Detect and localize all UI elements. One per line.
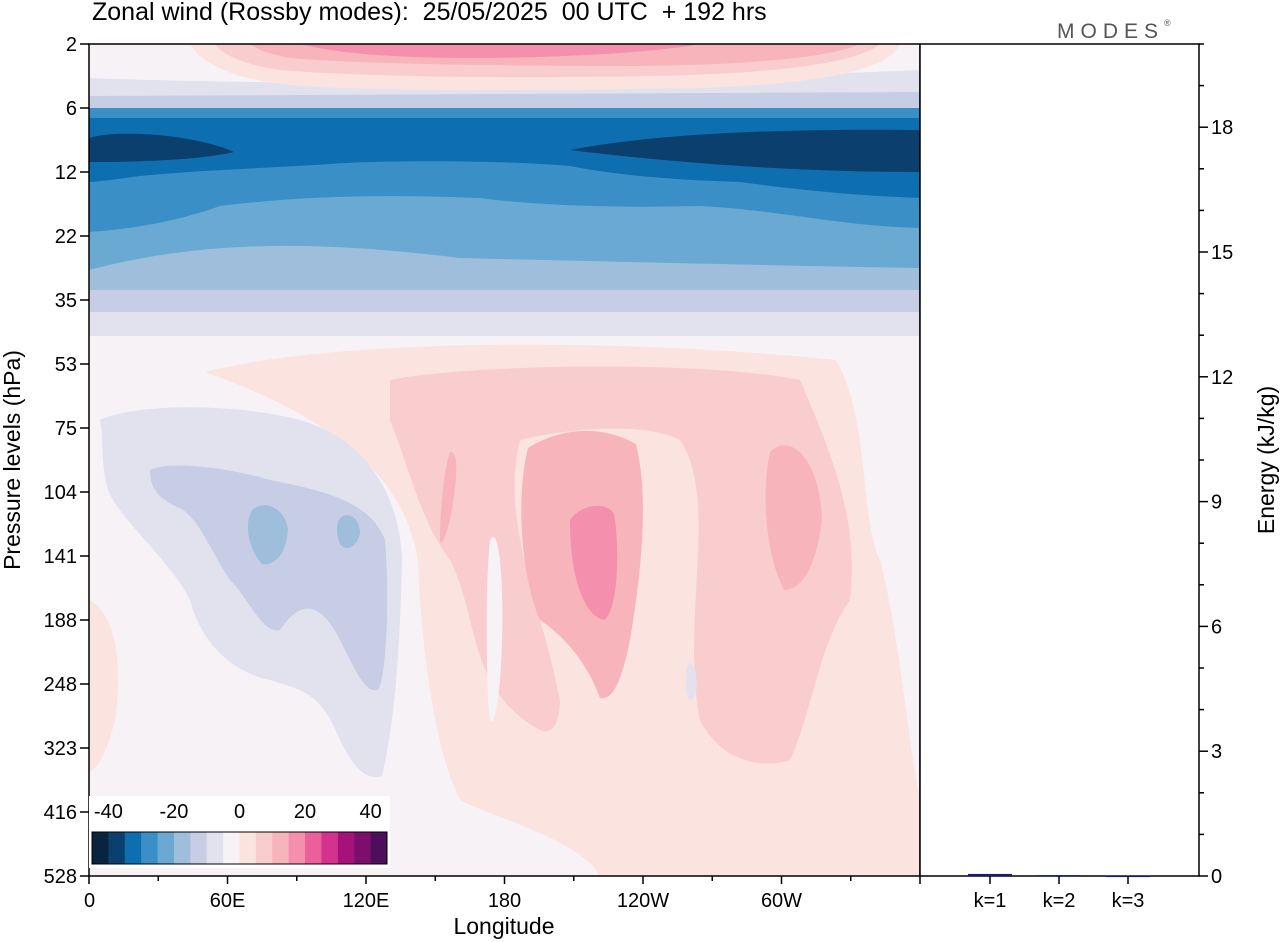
energy-axis-title: Energy (kJ/kg) [1253, 386, 1279, 534]
x-axis-title: Longitude [453, 913, 554, 939]
energy-tick-label: 3 [1211, 741, 1222, 763]
band-easterly-deepest-west [89, 133, 234, 162]
longitude-tick-label: 120W [617, 890, 669, 912]
neutral-filament-dateline [486, 536, 503, 722]
colorbar-label: 0 [234, 801, 245, 823]
registered-mark: ® [1164, 18, 1171, 28]
band-easterly-deepest-east [570, 129, 920, 172]
energy-bars: k=1 k=2 k=3 [968, 873, 1150, 912]
westerly-max-pacific [570, 505, 618, 620]
colorbar: -40 -20 0 20 40 [89, 796, 390, 868]
energy-bar [1037, 875, 1081, 877]
colorbar-swatch [305, 832, 322, 864]
y-axis-title: Pressure levels (hPa) [0, 350, 25, 570]
colorbar-swatch [288, 832, 306, 864]
modes-logo: MODES® [1057, 18, 1171, 44]
upper-westerly-core [300, 44, 700, 58]
colorbar-swatch [370, 832, 388, 864]
pressure-tick-label: 75 [55, 418, 77, 440]
colorbar-swatch [272, 832, 290, 864]
energy-category-label: k=3 [1112, 890, 1145, 912]
colorbar-swatch [173, 832, 191, 864]
pressure-tick-label: 248 [44, 674, 77, 696]
easterly-min-east [337, 515, 360, 549]
colorbar-swatch [157, 832, 175, 864]
chart-title: Zonal wind (Rossby modes): 25/05/2025 00… [92, 0, 767, 26]
pressure-tick-label: 22 [55, 226, 77, 248]
easterly-region-inner [150, 465, 388, 691]
heatmap-panel [89, 44, 920, 876]
logo-text: MODES [1057, 20, 1165, 43]
pressure-tick-label: 528 [44, 866, 77, 888]
colorbar-frame [91, 831, 388, 865]
pressure-tick-label: 104 [44, 482, 77, 504]
pressure-tick-label: 35 [55, 290, 77, 312]
colorbar-label: 20 [294, 801, 316, 823]
westerly-region-core-east [765, 445, 822, 590]
longitude-tick-label: 180 [488, 890, 521, 912]
neutral-filament-east [686, 663, 697, 701]
colorbar-swatch [141, 832, 159, 864]
colorbar-swatch [206, 832, 224, 864]
colorbar-swatch [321, 832, 339, 864]
longitude-tick-label: 60W [761, 890, 802, 912]
westerly-region-left-edge [89, 600, 119, 772]
colorbar-swatch [124, 832, 142, 864]
colorbar-swatch [108, 832, 126, 864]
pressure-tick-label: 6 [66, 98, 77, 120]
colorbar-swatch [354, 832, 372, 864]
pressure-tick-label: 323 [44, 738, 77, 760]
energy-tick-label: 0 [1211, 866, 1222, 888]
energy-bar [968, 873, 1012, 876]
pressure-tick-label: 2 [66, 34, 77, 56]
westerly-thin-filament [440, 452, 457, 543]
colorbar-swatch [337, 832, 355, 864]
colorbar-label: 40 [359, 801, 381, 823]
colorbar-swatch [239, 832, 257, 864]
energy-tick-label: 15 [1211, 242, 1233, 264]
energy-tick-label: 9 [1211, 492, 1222, 514]
pressure-tick-label: 188 [44, 610, 77, 632]
colorbar-swatch [92, 832, 109, 864]
colorbar-label: -40 [94, 801, 123, 823]
pressure-axis: 2 6 12 22 35 53 75 104 141 188 248 323 416 528 [44, 34, 89, 888]
energy-tick-label: 6 [1211, 616, 1222, 638]
energy-category-label: k=1 [974, 890, 1007, 912]
westerly-region-inner [390, 366, 852, 764]
pressure-tick-label: 53 [55, 354, 77, 376]
bar-panel-frame [919, 43, 1200, 877]
energy-tick-label: 12 [1211, 367, 1233, 389]
longitude-tick-label: 120E [343, 890, 390, 912]
pressure-tick-label: 416 [44, 802, 77, 824]
energy-axis: 0 3 6 9 12 15 18 [1199, 43, 1233, 888]
colorbar-swatch [190, 832, 208, 864]
longitude-tick-label: 60E [210, 890, 246, 912]
easterly-min-west [247, 505, 288, 565]
pressure-tick-label: 141 [44, 546, 77, 568]
colorbar-swatch [223, 832, 240, 864]
longitude-axis: 0 60E 120E 180 120W 60W [84, 876, 921, 912]
longitude-tick-label: 0 [84, 890, 95, 912]
colorbar-swatch [255, 832, 273, 864]
energy-tick-label: 18 [1211, 117, 1233, 139]
colorbar-label: -20 [159, 801, 188, 823]
pressure-tick-label: 12 [55, 162, 77, 184]
energy-category-label: k=2 [1043, 890, 1076, 912]
